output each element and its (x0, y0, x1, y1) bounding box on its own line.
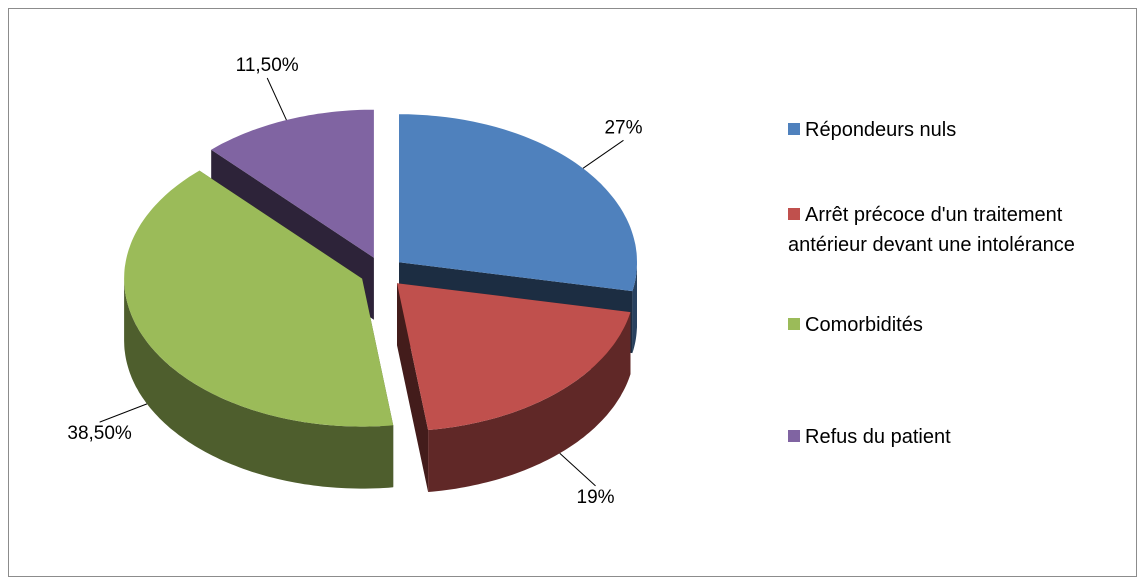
legend-item: Répondeurs nuls (788, 115, 1143, 145)
legend-swatch (788, 123, 800, 135)
leader-line (99, 403, 148, 423)
legend-item: Comorbidités (788, 310, 1143, 340)
data-label: 27% (604, 117, 642, 138)
slice (124, 170, 394, 427)
leader-line (266, 77, 287, 121)
legend-item: Refus du patient (788, 422, 1143, 452)
legend-label: Comorbidités (805, 314, 923, 336)
legend-swatch (788, 430, 800, 442)
slice-wall (124, 278, 394, 489)
slice-wall (428, 312, 631, 492)
data-label: 19% (577, 487, 615, 508)
slice (211, 109, 374, 258)
leader-line (582, 139, 624, 169)
legend-swatch (788, 318, 800, 330)
data-label: 11,50% (236, 55, 299, 76)
legend-label: Répondeurs nuls (805, 119, 957, 141)
slice (399, 114, 637, 292)
slice (397, 283, 631, 430)
legend-label: Refus du patient (805, 426, 951, 448)
legend-swatch (788, 208, 800, 220)
slice-wall (632, 262, 637, 354)
legend-item: Arrêt précoce d'un traitement antérieur … (788, 200, 1143, 260)
slice-side (397, 283, 429, 492)
data-label: 38,50% (67, 423, 132, 444)
leader-line (559, 452, 596, 487)
legend-label: Arrêt précoce d'un traitement antérieur … (788, 204, 1075, 256)
